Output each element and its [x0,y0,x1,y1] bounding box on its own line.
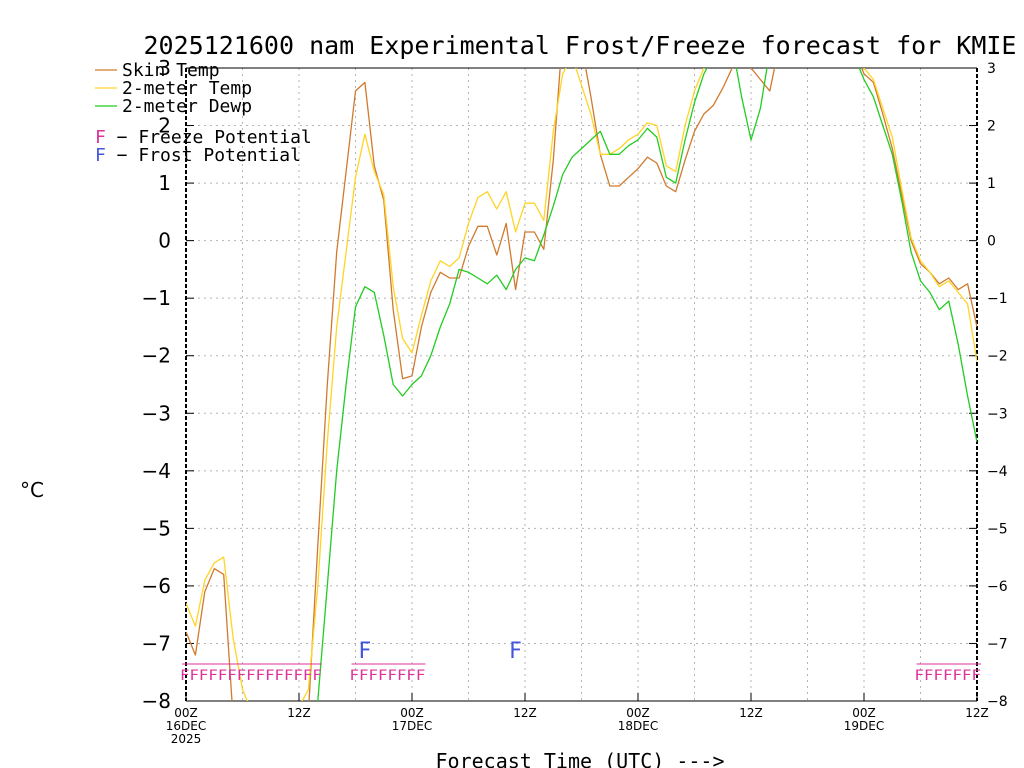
y-tick-label-right: −4 [987,464,1008,480]
y-tick-label-right: −8 [987,694,1008,710]
x-tick-label-line: 18DEC [618,719,658,733]
y-axis-right: −8 −7 −6 −5 −4 −3 −2 −1 0 1 2 3 [969,61,1008,710]
y-tick-label-right: 2 [987,119,996,135]
potential-legend-item: F − Freeze Potential [95,127,312,148]
y-tick-label: 1 [158,171,171,195]
x-tick-label: 00Z 19DEC [844,706,884,733]
series-line-2-meter-dewp [317,68,977,701]
y-tick-label-right: −2 [987,349,1008,365]
freeze-period-marks: FFFFFFFF [350,668,426,684]
potential-legend-text: − Frost Potential [106,145,301,166]
series-line-2-meter-temp [186,68,977,701]
y-axis-label: °C [20,478,44,502]
x-tick-label-line: 12Z [739,706,763,720]
plot-frame [185,67,978,702]
y-tick-label: −3 [142,401,171,425]
x-tick-label-line: 12Z [965,706,989,720]
potential-legend-letter: F [95,145,106,166]
potential-legend-letter: F [95,127,106,148]
x-tick-label: 00Z 16DEC 2025 [166,706,206,746]
y-tick-label: −7 [142,631,171,655]
potential-legend-text: − Freeze Potential [106,127,312,148]
y-tick-label-right: −3 [987,406,1008,422]
x-tick-label-line: 00Z [174,706,198,720]
y-tick-label-right: 1 [987,176,996,192]
x-tick-label-line: 00Z [400,706,424,720]
y-tick-label-right: −6 [987,579,1008,595]
y-tick-label: 0 [158,229,171,253]
potential-legend-item: F − Frost Potential [95,145,301,166]
x-tick-label-line: 12Z [513,706,537,720]
x-tick-label-line: 2025 [171,732,202,746]
y-tick-label: −4 [142,459,171,483]
potential-markers: FFFFFFFFFFFFFFF FFFFFFFF FFFFFFFF F [180,639,981,684]
y-tick-label-right: −7 [987,636,1008,652]
legend-label: 2-meter Dewp [122,96,252,117]
x-tick-label-line: 12Z [287,706,311,720]
y-tick-label: 2 [158,114,171,138]
y-tick-label: 3 [158,56,171,80]
chart-title: 2025121600 nam Experimental Frost/Freeze… [144,31,1017,60]
x-axis-label: Forecast Time (UTC) ---> [436,749,725,768]
x-tick-label: 12Z [965,706,989,720]
y-tick-label: −8 [142,689,171,713]
series-lines [186,68,977,701]
freeze-period-marks: FFFFFFF [915,668,982,684]
y-tick-label: −1 [142,286,171,310]
freeze-period-marks: FFFFFFFFFFFFFFF [180,668,322,684]
grid-lines [186,68,977,701]
x-tick-label: 12Z [513,706,537,720]
frost-mark: F [359,639,372,664]
frost-mark: F [509,639,522,664]
x-tick-label-line: 16DEC [166,719,206,733]
x-tick-label: 00Z 17DEC [392,706,432,733]
x-tick-label-line: 17DEC [392,719,432,733]
x-tick-label: 12Z [287,706,311,720]
y-tick-label: −2 [142,344,171,368]
x-tick-label: 12Z [739,706,763,720]
y-tick-label-right: −5 [987,521,1008,537]
y-tick-label: −5 [142,516,171,540]
y-tick-label: −6 [142,574,171,598]
x-tick-label-line: 19DEC [844,719,884,733]
series-line-skin-temp [186,68,977,701]
x-tick-label-line: 00Z [626,706,650,720]
y-tick-label-right: −1 [987,291,1008,307]
y-axis-left: −8 −7 −6 −5 −4 −3 −2 −1 0 1 2 3 [142,56,194,713]
y-tick-label-right: 0 [987,234,996,250]
x-tick-label-line: 00Z [852,706,876,720]
x-tick-label: 00Z 18DEC [618,706,658,733]
legend-label: Skin Temp [122,60,220,81]
legend-label: 2-meter Temp [122,78,252,99]
y-tick-label-right: 3 [987,61,996,77]
